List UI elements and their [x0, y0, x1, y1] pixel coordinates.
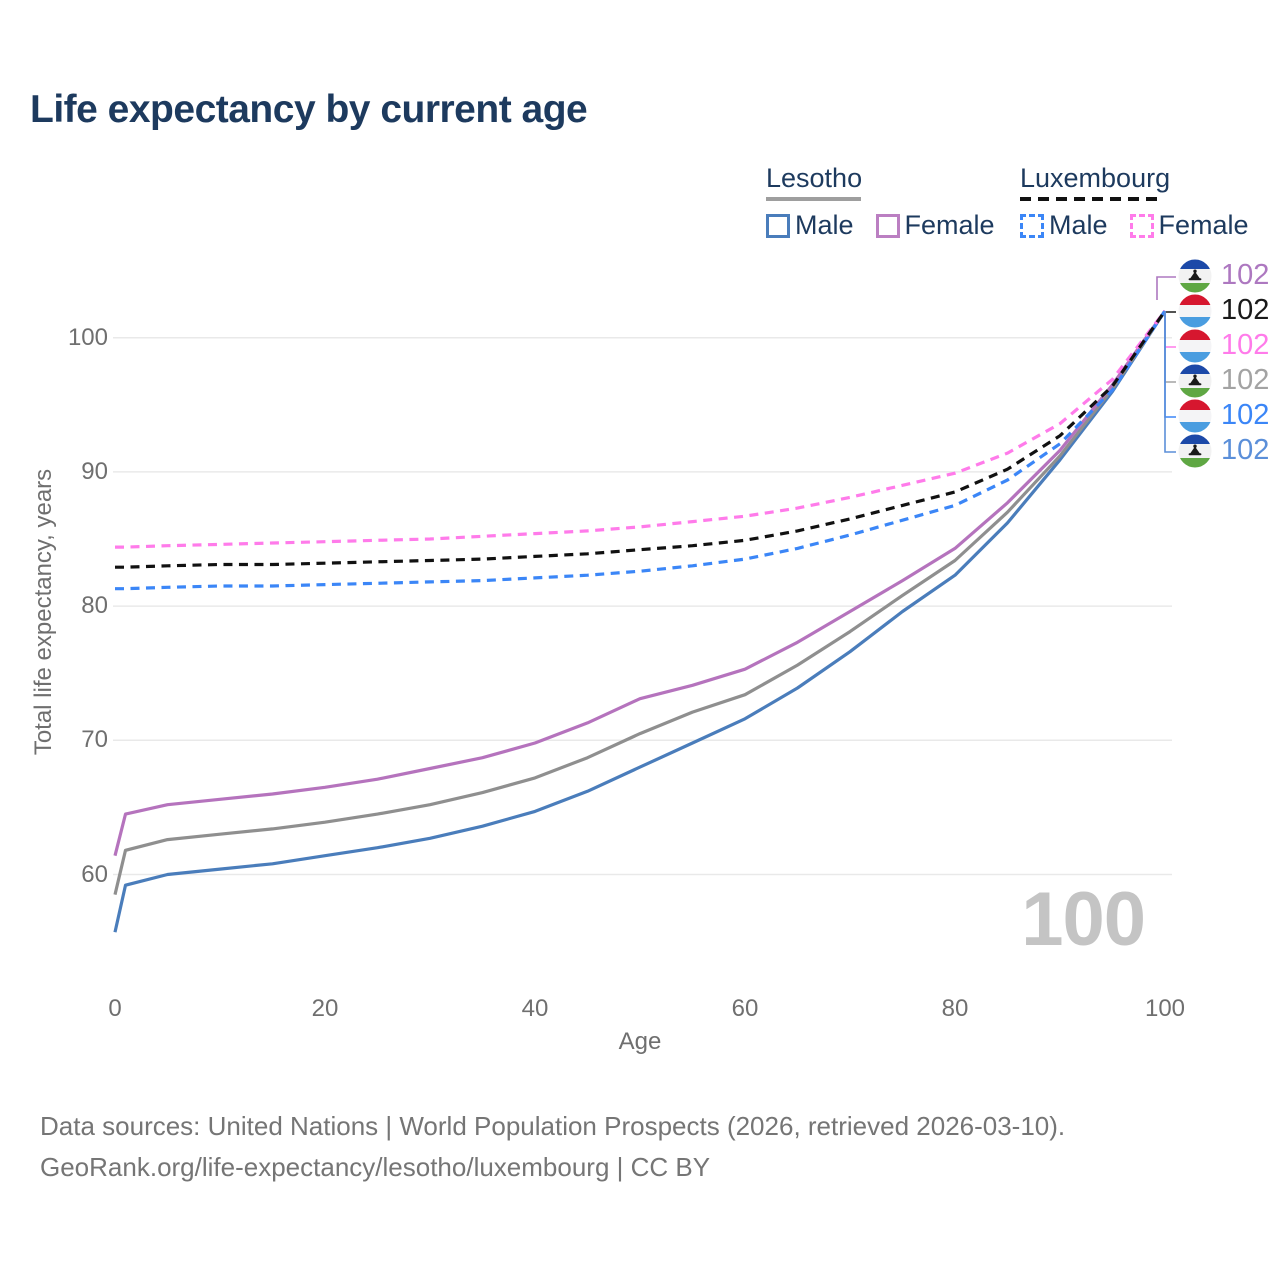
- y-tick-label-90: 90: [81, 457, 108, 485]
- lesotho-flag-icon: [1176, 257, 1214, 294]
- end-value: 102: [1221, 364, 1270, 396]
- lesotho-flag-icon: [1176, 432, 1214, 469]
- end-label-connector: [1156, 276, 1176, 300]
- end-value: 102: [1221, 329, 1270, 361]
- y-tick-label-80: 80: [81, 592, 108, 620]
- luxembourg-female-swatch-icon: [1129, 213, 1154, 238]
- series-line-luxembourg-female: [115, 309, 1167, 549]
- y-tick-label-70: 70: [81, 726, 108, 754]
- x-tick-label-100: 100: [1144, 995, 1186, 1022]
- series-line-luxembourg-male: [115, 310, 1167, 591]
- end-value: 102: [1221, 294, 1270, 326]
- legend-item-label: Male: [1049, 210, 1108, 240]
- y-tick-label-100: 100: [67, 323, 108, 351]
- legend-item-label: Male: [795, 210, 854, 240]
- end-label-connector: [1164, 311, 1176, 453]
- x-tick-label-60: 60: [731, 995, 759, 1022]
- luxembourg-male-swatch-icon: [1020, 213, 1044, 238]
- luxembourg-flag-icon: [1176, 327, 1214, 364]
- x-tick-label-0: 0: [108, 995, 122, 1022]
- luxembourg-line-style-swatch: [1020, 197, 1163, 201]
- end-label-luxembourg-male: 102: [1176, 397, 1270, 434]
- end-label-connector: [1164, 311, 1176, 313]
- current-age-watermark: 100: [1021, 877, 1146, 962]
- lesotho-flag-icon: [1176, 362, 1214, 399]
- y-tick-label-60: 60: [81, 860, 108, 888]
- luxembourg-flag-icon: [1176, 292, 1214, 329]
- legend-group-luxembourg: Luxembourg Male Female: [1020, 163, 1249, 241]
- legend-group-title: Lesotho: [766, 163, 863, 193]
- legend-group-title: Luxembourg: [1020, 163, 1171, 193]
- series-line-lesotho-male: [113, 310, 1167, 933]
- x-tick-label-40: 40: [521, 995, 549, 1022]
- page-title: Life expectancy by current age: [30, 88, 588, 131]
- legend-item-lesotho-female[interactable]: Female: [875, 210, 995, 241]
- legend-group-lesotho: Lesotho Male Female: [766, 163, 995, 241]
- end-value: 102: [1221, 259, 1270, 291]
- lesotho-line-style-swatch: [766, 197, 861, 201]
- end-value: 102: [1221, 434, 1270, 466]
- end-label-connector: [1164, 311, 1176, 418]
- luxembourg-flag-icon: [1176, 397, 1214, 434]
- attribution-note: GeoRank.org/life-expectancy/lesotho/luxe…: [40, 1152, 711, 1182]
- legend-item-label: Female: [1158, 210, 1249, 240]
- end-label-connector: [1164, 311, 1176, 348]
- end-value: 102: [1221, 399, 1270, 431]
- series-end-labels: 102 102 102 102 102 102: [1176, 257, 1270, 469]
- series-line-lesotho-total: [113, 310, 1167, 895]
- series-line-lesotho-female: [113, 309, 1167, 857]
- x-axis-title: Age: [618, 1028, 662, 1055]
- end-label-lesotho-male: 102: [1176, 432, 1270, 469]
- lesotho-female-swatch-icon: [875, 213, 900, 238]
- legend-item-lesotho-male[interactable]: Male: [766, 210, 854, 241]
- legend-item-label: Female: [904, 210, 995, 240]
- end-label-luxembourg-total: 102: [1176, 292, 1270, 329]
- end-label-luxembourg-female: 102: [1176, 327, 1270, 364]
- legend-item-luxembourg-female[interactable]: Female: [1129, 210, 1249, 241]
- end-label-lesotho-female: 102: [1176, 257, 1270, 294]
- footer: Data sources: United Nations | World Pop…: [40, 1106, 1065, 1188]
- data-source-note: Data sources: United Nations | World Pop…: [40, 1111, 1066, 1141]
- lesotho-male-swatch-icon: [766, 213, 790, 238]
- x-tick-label-20: 20: [311, 995, 339, 1022]
- series-line-luxembourg-total: [115, 309, 1167, 569]
- x-tick-label-80: 80: [941, 995, 969, 1022]
- end-label-lesotho-total: 102: [1176, 362, 1270, 399]
- legend-item-luxembourg-male[interactable]: Male: [1020, 210, 1108, 241]
